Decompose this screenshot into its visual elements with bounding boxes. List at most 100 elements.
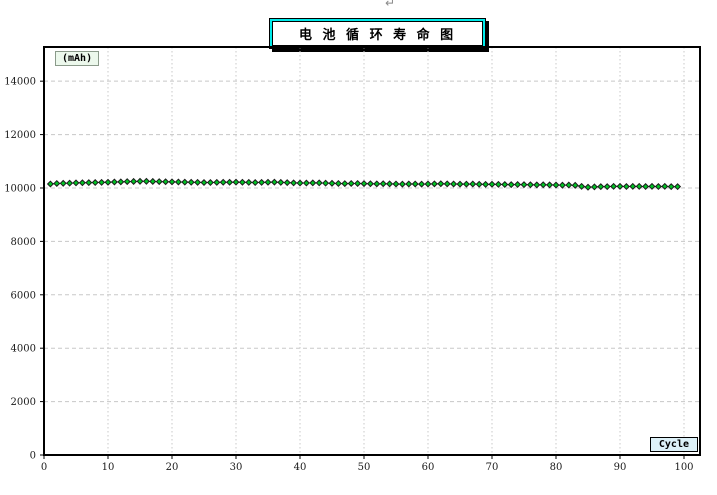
data-point	[98, 178, 106, 186]
data-point	[654, 183, 662, 191]
data-point	[341, 180, 349, 188]
data-point	[539, 181, 547, 189]
chart-title-box: 电 池 循 环 寿 命 图	[269, 18, 487, 49]
data-point	[398, 180, 406, 188]
data-point	[136, 177, 144, 185]
data-point	[174, 178, 182, 186]
data-point	[546, 181, 554, 189]
data-point	[258, 178, 266, 186]
data-point	[494, 180, 502, 188]
data-point	[501, 181, 509, 189]
x-tick-label: 30	[230, 462, 243, 473]
data-point	[437, 180, 445, 188]
y-tick-label: 0	[30, 451, 36, 462]
y-tick-label: 2000	[11, 397, 36, 408]
data-point	[149, 177, 157, 185]
x-tick-label: 10	[102, 462, 115, 473]
data-point	[552, 181, 560, 189]
data-point	[130, 177, 138, 185]
data-point	[322, 179, 330, 187]
data-point	[514, 181, 522, 189]
data-point	[104, 178, 112, 186]
data-point	[456, 180, 464, 188]
data-point	[72, 179, 80, 187]
data-point	[200, 179, 208, 187]
x-axis-label-box: Cycle	[649, 437, 698, 452]
data-point	[629, 182, 637, 190]
data-point	[168, 178, 176, 186]
data-point	[302, 179, 310, 187]
data-point	[251, 179, 259, 187]
data-point	[597, 183, 605, 191]
data-point	[411, 180, 419, 188]
data-point	[315, 179, 323, 187]
y-tick-label: 14000	[4, 77, 36, 88]
x-tick-label: 50	[358, 462, 371, 473]
data-point	[379, 180, 387, 188]
data-point	[110, 178, 118, 186]
x-tick-label: 70	[486, 462, 499, 473]
data-point	[443, 180, 451, 188]
data-point	[360, 180, 368, 188]
data-point	[610, 182, 618, 190]
data-point	[616, 182, 624, 190]
y-tick-label: 8000	[11, 237, 36, 248]
data-point	[635, 182, 643, 190]
data-point	[488, 180, 496, 188]
data-point	[78, 179, 86, 187]
data-point	[181, 178, 189, 186]
data-point	[238, 178, 246, 186]
data-point	[667, 183, 675, 191]
data-point	[533, 181, 541, 189]
data-point	[475, 180, 483, 188]
data-point	[232, 178, 240, 186]
data-point	[584, 183, 592, 191]
return-mark-glyph: ↵	[385, 0, 396, 10]
data-point	[366, 180, 374, 188]
data-point	[59, 179, 67, 187]
data-point	[424, 180, 432, 188]
data-point	[155, 178, 163, 186]
data-point	[296, 179, 304, 187]
data-point	[219, 178, 227, 186]
data-point	[648, 182, 656, 190]
data-point	[469, 180, 477, 188]
x-tick-label: 60	[422, 462, 435, 473]
data-point	[290, 179, 298, 187]
data-point	[226, 178, 234, 186]
data-point	[53, 179, 61, 187]
chart-title: 电 池 循 环 寿 命 图	[272, 21, 484, 46]
x-tick-label: 90	[614, 462, 627, 473]
data-point	[578, 182, 586, 190]
data-point	[264, 178, 272, 186]
data-point	[277, 178, 285, 186]
data-point	[418, 180, 426, 188]
x-tick-label: 80	[550, 462, 563, 473]
data-point	[46, 180, 54, 188]
data-point	[661, 182, 669, 190]
data-point	[430, 180, 438, 188]
data-point	[373, 180, 381, 188]
data-point	[565, 181, 573, 189]
data-point	[507, 181, 515, 189]
data-point	[85, 179, 93, 187]
y-tick-label: 6000	[11, 290, 36, 301]
data-point	[123, 178, 131, 186]
y-tick-label: 10000	[4, 183, 36, 194]
plot-border	[43, 46, 701, 456]
data-point	[526, 181, 534, 189]
data-point	[405, 180, 413, 188]
data-point	[622, 183, 630, 191]
data-point	[245, 178, 253, 186]
data-point	[334, 179, 342, 187]
data-point	[590, 183, 598, 191]
data-point	[392, 180, 400, 188]
data-point	[187, 178, 195, 186]
data-point	[354, 179, 362, 187]
data-point	[603, 183, 611, 191]
x-tick-label: 40	[294, 462, 307, 473]
data-point	[162, 178, 170, 186]
data-point	[347, 179, 355, 187]
